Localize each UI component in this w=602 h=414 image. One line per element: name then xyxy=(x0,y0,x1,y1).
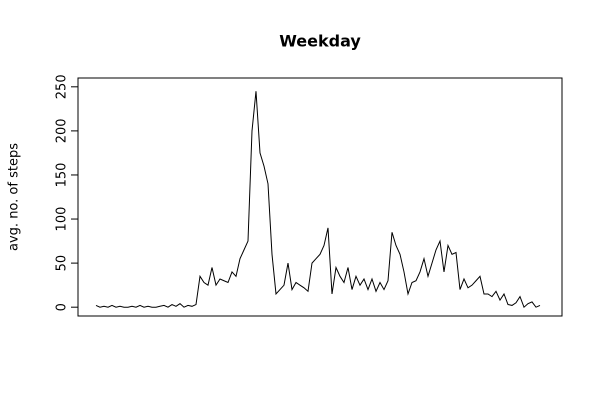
y-tick-label: 100 xyxy=(55,207,70,232)
y-tick-label: 0 xyxy=(55,303,70,311)
y-tick-label: 200 xyxy=(55,118,70,143)
y-tick-label: 150 xyxy=(55,163,70,188)
y-axis-label: avg. no. of steps xyxy=(7,143,22,251)
y-tick-label: 250 xyxy=(55,74,70,99)
y-tick-label: 50 xyxy=(55,255,70,272)
chart-title: Weekday xyxy=(279,32,361,51)
data-line xyxy=(95,91,541,309)
